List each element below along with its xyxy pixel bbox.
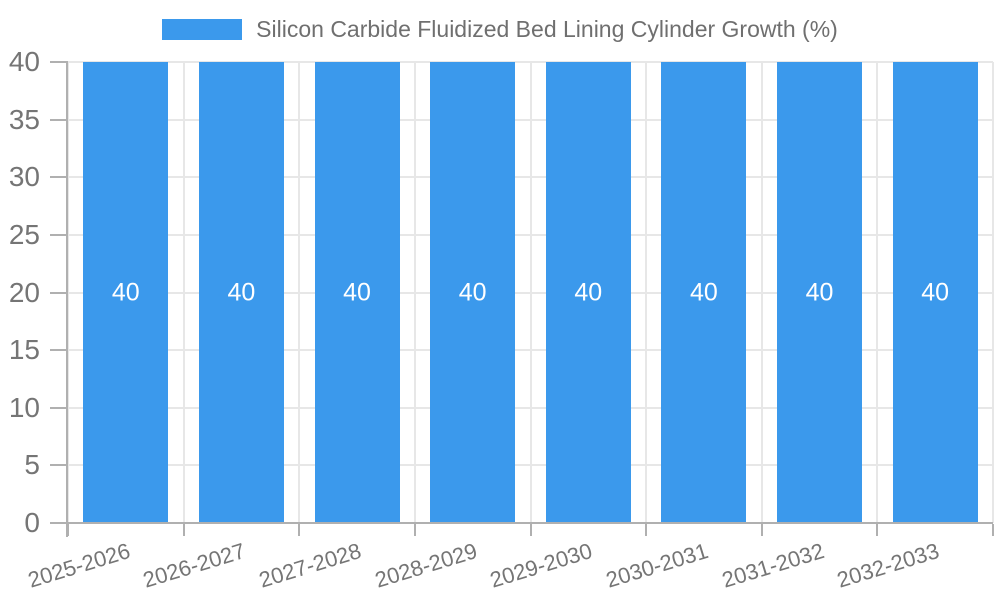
bar: 40 xyxy=(430,62,516,523)
chart-legend-item[interactable]: Silicon Carbide Fluidized Bed Lining Cyl… xyxy=(0,16,1000,44)
y-tick-label: 0 xyxy=(24,507,40,538)
y-tick-label: 30 xyxy=(8,161,40,193)
y-axis-line xyxy=(66,62,68,537)
x-tick-mark xyxy=(645,524,648,536)
y-gridline xyxy=(68,61,993,63)
y-tick-mark xyxy=(50,118,68,121)
bar: 40 xyxy=(892,62,978,523)
x-tick-mark xyxy=(876,524,879,536)
x-tick-mark xyxy=(760,524,763,536)
x-axis-line xyxy=(68,522,993,524)
bar-value-label: 40 xyxy=(574,278,603,306)
y-gridline xyxy=(68,176,993,179)
legend-label: Silicon Carbide Fluidized Bed Lining Cyl… xyxy=(256,16,838,42)
y-tick-mark xyxy=(50,176,68,179)
x-tick-mark xyxy=(298,524,301,536)
y-gridline xyxy=(68,406,993,409)
y-tick-label: 25 xyxy=(8,218,40,250)
x-tick-mark xyxy=(529,524,532,536)
x-tick-mark xyxy=(413,524,416,536)
y-tick-mark xyxy=(50,522,68,524)
bar: 40 xyxy=(314,62,400,523)
bar-value-label: 40 xyxy=(227,278,256,306)
y-tick-mark xyxy=(50,464,68,467)
bar: 40 xyxy=(777,62,863,523)
y-tick-mark xyxy=(50,291,68,294)
y-tick-label: 10 xyxy=(8,391,40,423)
y-tick-label: 15 xyxy=(8,334,40,366)
bar-value-label: 40 xyxy=(921,278,950,306)
y-tick-label: 40 xyxy=(8,46,40,77)
y-tick-mark xyxy=(50,349,68,352)
y-tick-mark xyxy=(50,406,68,409)
y-tick-label: 35 xyxy=(8,103,40,135)
y-tick-label: 5 xyxy=(24,449,40,481)
bar-value-label: 40 xyxy=(111,278,140,306)
y-gridline xyxy=(68,349,993,352)
bar-value-label: 40 xyxy=(458,278,487,306)
plot-area: 0 5 10 15 20 25 30 35 40 40 2025-2026 40 2026-2027 40… xyxy=(9,48,994,593)
bar-value-label: 40 xyxy=(690,278,718,306)
bar: 40 xyxy=(661,62,747,523)
y-tick-label: 20 xyxy=(8,276,40,308)
bar: 40 xyxy=(198,62,284,523)
y-gridline xyxy=(68,118,993,121)
x-tick-mark xyxy=(182,524,185,536)
y-gridline xyxy=(68,233,993,236)
legend-swatch-icon xyxy=(162,19,243,41)
bar: 40 xyxy=(545,62,631,523)
x-tick-mark xyxy=(67,524,69,536)
bar: 40 xyxy=(83,62,169,523)
y-tick-mark xyxy=(50,61,68,63)
bar-value-label: 40 xyxy=(805,278,834,306)
x-tick-mark xyxy=(992,524,994,536)
y-gridline xyxy=(68,291,993,294)
bar-value-label: 40 xyxy=(343,278,371,306)
x-gridline xyxy=(992,62,994,523)
y-gridline xyxy=(68,464,993,467)
y-tick-mark xyxy=(50,233,68,236)
